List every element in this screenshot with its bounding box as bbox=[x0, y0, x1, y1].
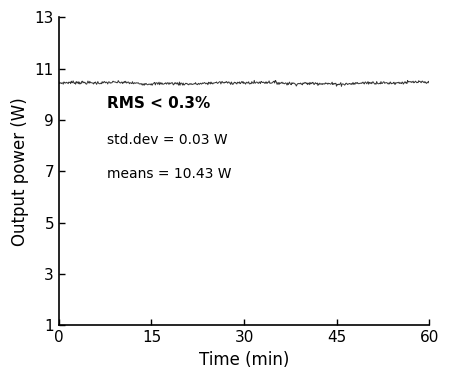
Text: std.dev = 0.03 W: std.dev = 0.03 W bbox=[107, 133, 228, 147]
X-axis label: Time (min): Time (min) bbox=[199, 351, 289, 369]
Y-axis label: Output power (W): Output power (W) bbox=[11, 97, 29, 245]
Text: RMS < 0.3%: RMS < 0.3% bbox=[107, 96, 210, 111]
Text: means = 10.43 W: means = 10.43 W bbox=[107, 167, 232, 181]
